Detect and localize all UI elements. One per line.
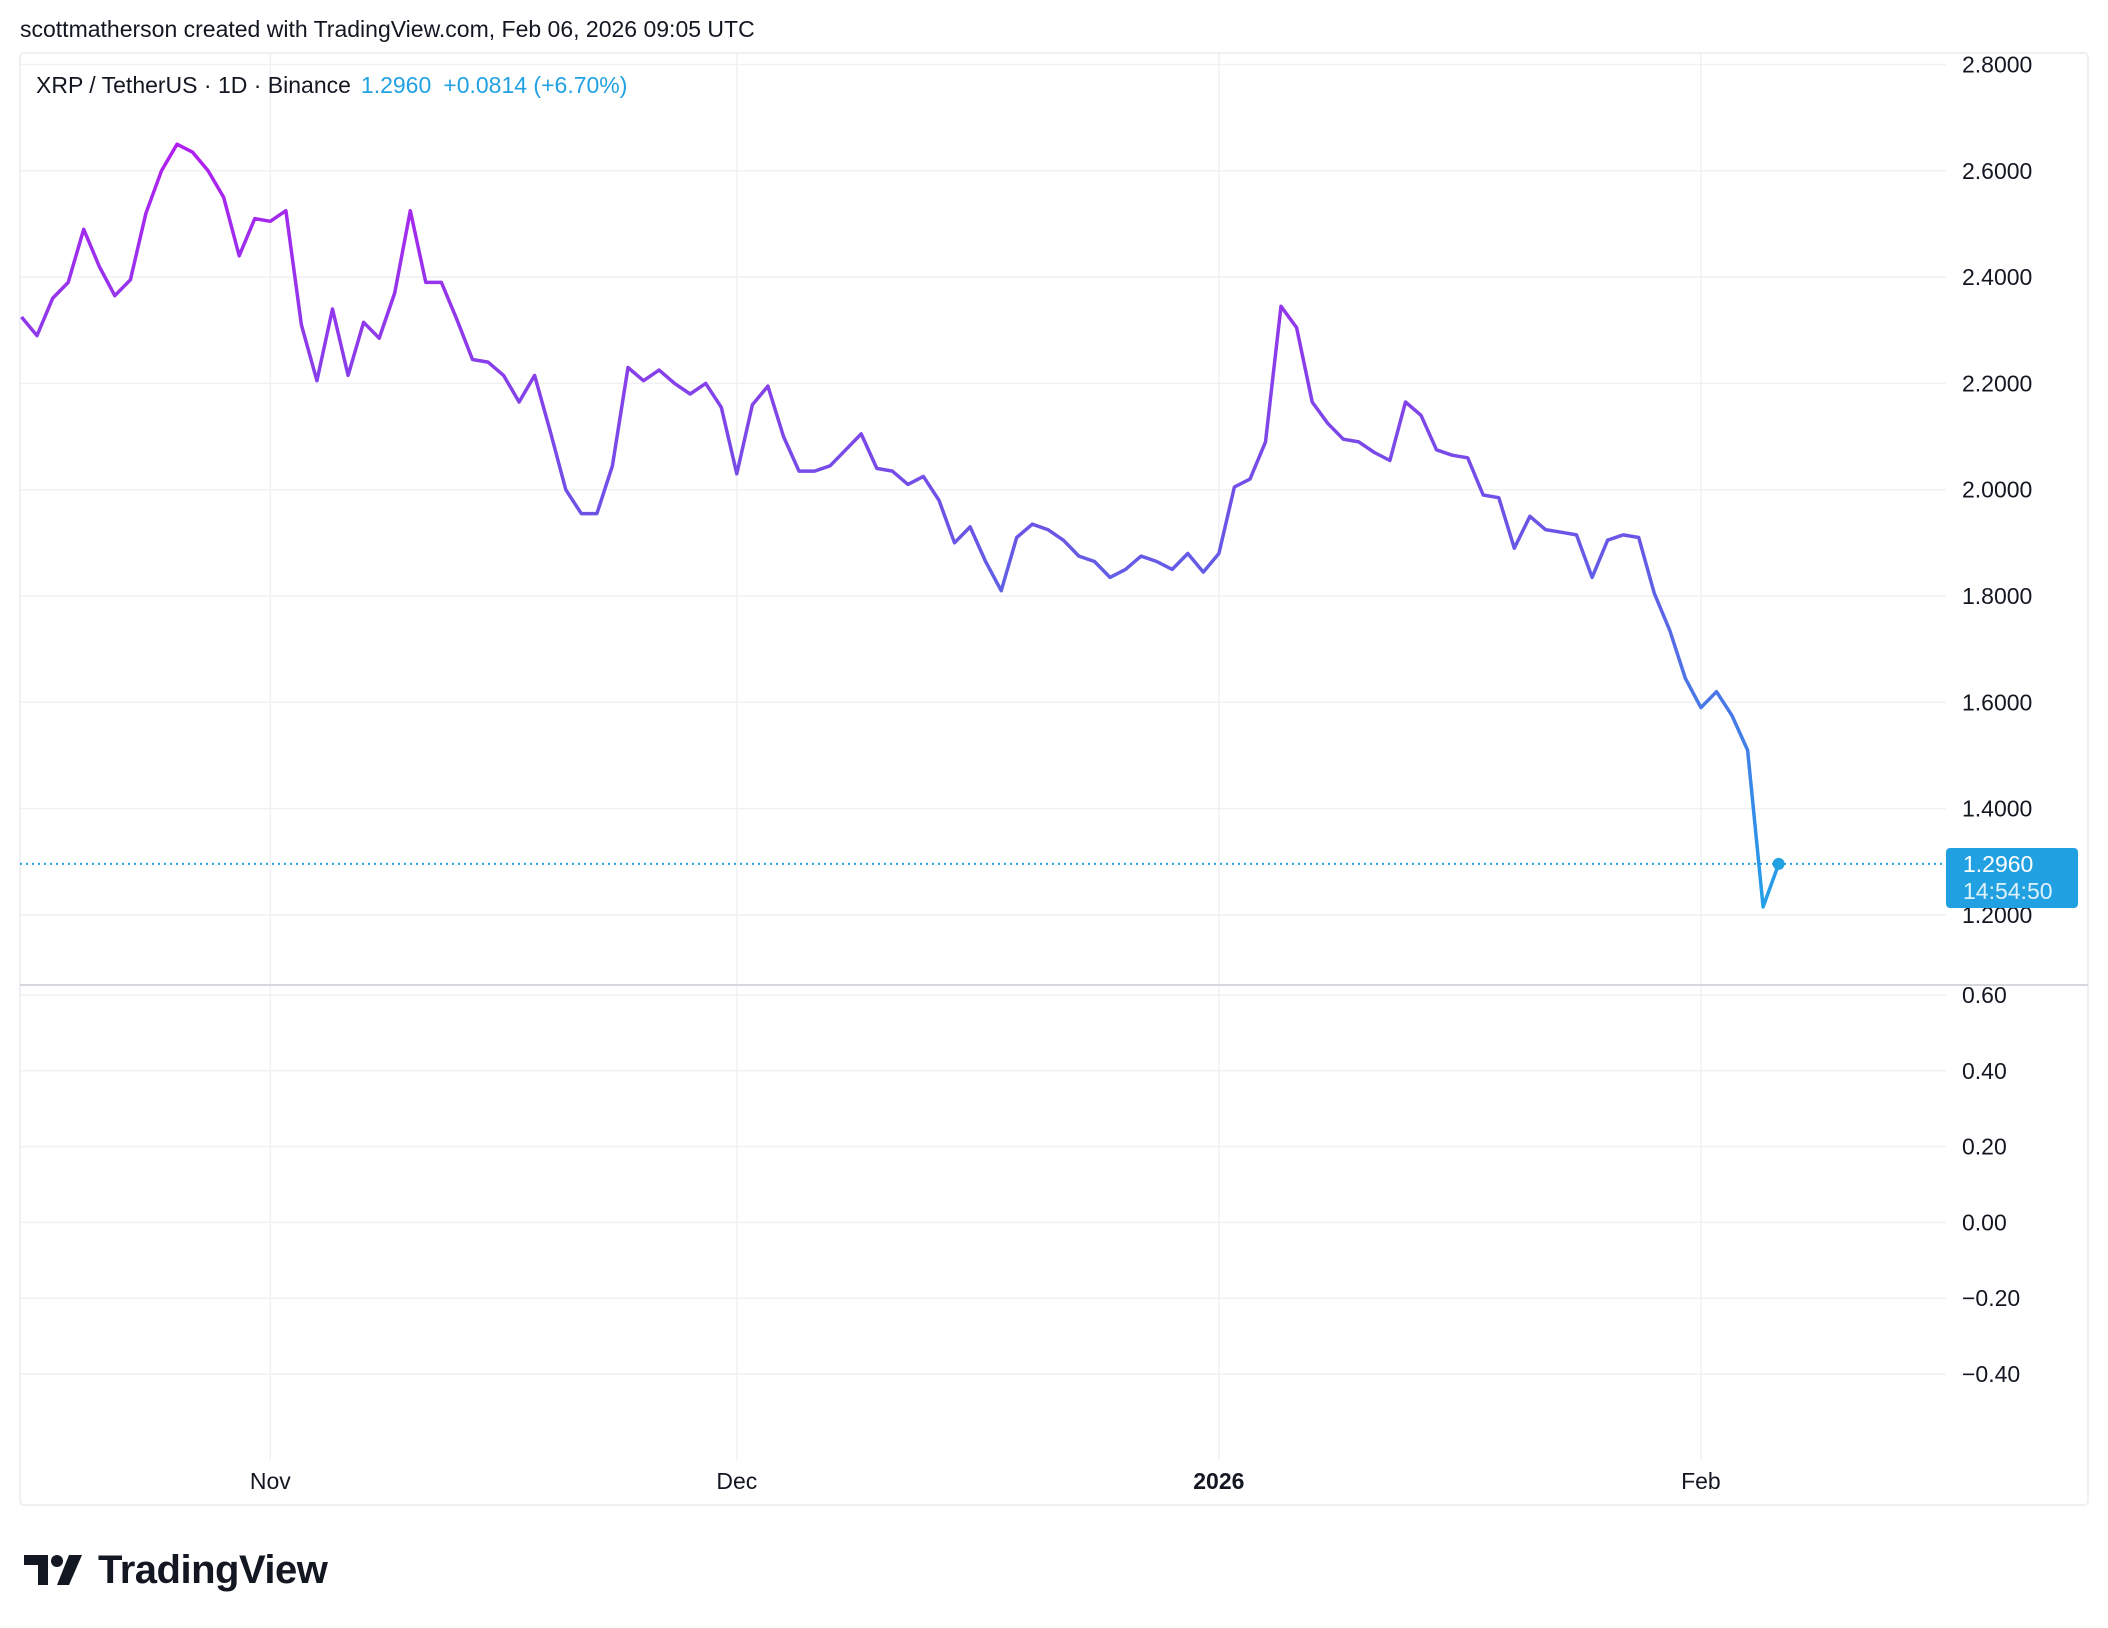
chart-frame [19,52,2089,1506]
tradingview-logo[interactable]: TradingView [24,1548,328,1593]
time-tick-label: Nov [250,1468,291,1494]
lower-pane-tick-label: 0.40 [1962,1058,2007,1084]
price-tick-label: 1.4000 [1962,796,2032,822]
last-price-tag-value: 1.2960 [1963,851,2034,877]
bar-countdown: 14:54:50 [1963,878,2053,904]
price-tick-label: 2.4000 [1962,264,2032,290]
price-tick-label: 2.8000 [1962,52,2032,78]
price-change: +0.0814 (+6.70%) [443,72,628,98]
price-tick-label: 2.6000 [1962,158,2032,184]
grid-lines [20,53,1946,1460]
price-tick-label: 2.2000 [1962,370,2032,396]
symbol-info[interactable]: XRP / TetherUS · 1D · Binance [36,72,351,98]
tradingview-logo-text: TradingView [98,1548,328,1592]
time-tick-label: Dec [716,1468,757,1494]
lower-pane-tick-label: 0.60 [1962,982,2007,1008]
tradingview-logo-icon [24,1554,82,1585]
last-price-tag: 1.2960 14:54:50 [1946,848,2078,908]
last-price-dot [1772,857,1785,870]
symbol-legend: XRP / TetherUS · 1D · Binance 1.2960 +0.08… [36,72,627,99]
price-axis[interactable]: 2.8000 2.6000 2.4000 2.2000 2.0000 1.8000 1.60… [1962,52,2032,928]
lower-pane-tick-label: −0.40 [1962,1361,2020,1387]
lower-pane-tick-label: 0.00 [1962,1209,2007,1235]
time-axis[interactable]: Nov Dec 2026 Feb [250,1468,1721,1494]
chart-credit: scottmatherson created with TradingView.… [20,16,755,42]
lower-pane-axis[interactable]: 0.60 0.40 0.20 0.00 −0.20 −0.40 [1962,982,2020,1387]
lower-pane-tick-label: −0.20 [1962,1285,2020,1311]
price-tick-label: 1.6000 [1962,689,2032,715]
price-line[interactable] [20,142,1781,909]
price-tick-label: 2.0000 [1962,477,2032,503]
price-tick-label: 1.8000 [1962,583,2032,609]
last-price: 1.2960 [360,72,432,98]
lower-pane-tick-label: 0.20 [1962,1134,2007,1160]
time-tick-label: 2026 [1193,1468,1244,1494]
price-points [21,144,1778,907]
time-tick-label: Feb [1681,1468,1721,1494]
